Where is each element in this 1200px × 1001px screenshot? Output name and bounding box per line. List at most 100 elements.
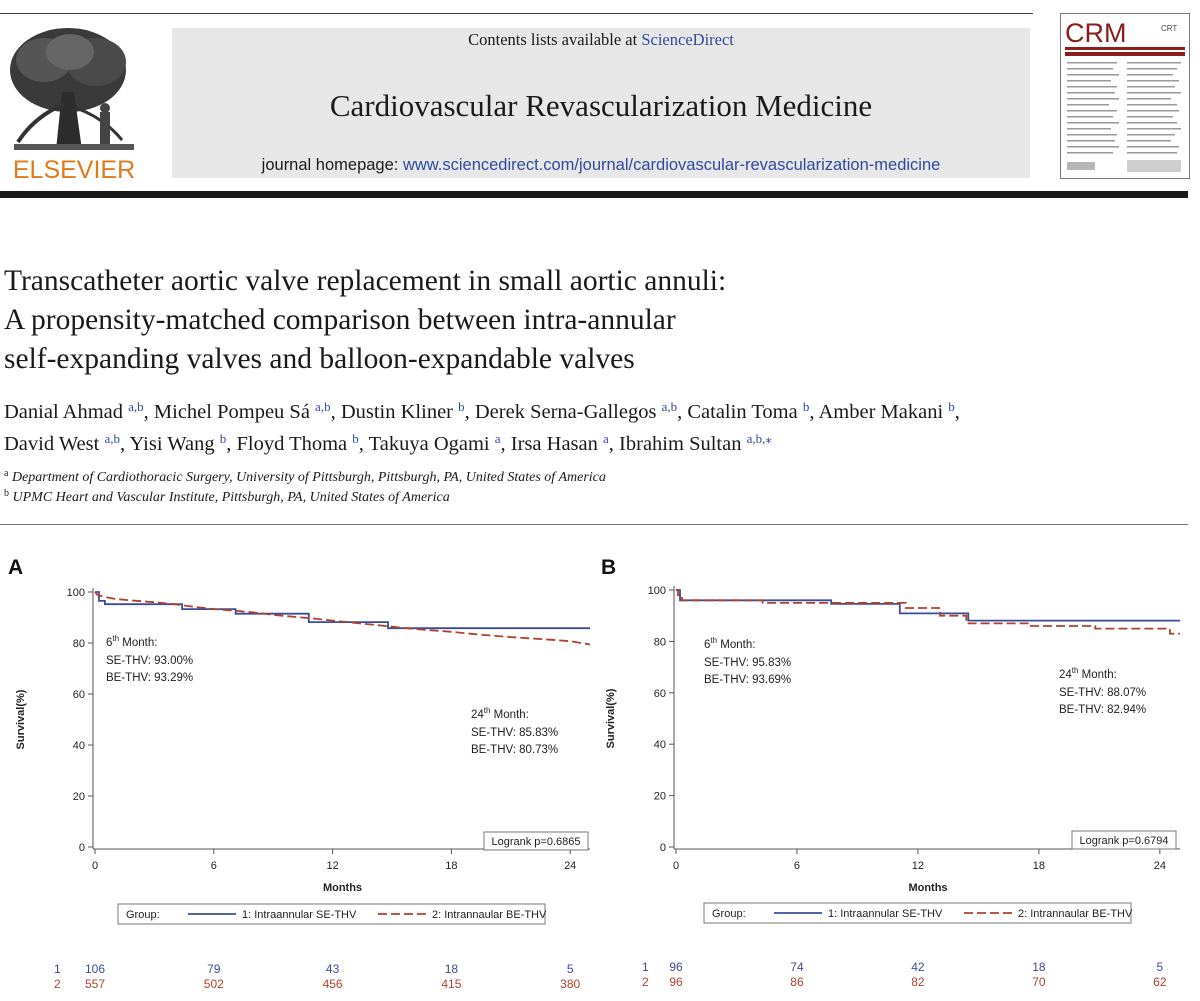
cover-crt-label: CRT xyxy=(1161,24,1177,33)
author-name[interactable]: Yisi Wang xyxy=(129,433,220,455)
author-separator: , xyxy=(358,433,369,455)
risk-table-cell: 79 xyxy=(207,962,221,976)
x-tick-label: 6 xyxy=(211,860,217,872)
author-affiliation-marker[interactable]: b xyxy=(219,431,227,446)
annotation-24th-month-title: 24th Month: xyxy=(1059,666,1117,681)
homepage-line: journal homepage: www.sciencedirect.com/… xyxy=(172,156,1030,175)
author-separator: , xyxy=(809,401,819,423)
header-bottom-rule xyxy=(0,191,1188,198)
annotation-24th-month-be: BE-THV: 82.94% xyxy=(1059,704,1146,716)
author-affiliation-marker[interactable]: a,b xyxy=(128,399,144,414)
panel-b-letter: B xyxy=(601,556,617,579)
author-name[interactable]: Catalin Toma xyxy=(687,401,803,423)
risk-row-label: 1 xyxy=(54,962,61,976)
author-name[interactable]: Takuya Ogami xyxy=(368,433,495,455)
author-name[interactable]: David West xyxy=(4,433,105,455)
y-tick-label: 20 xyxy=(654,791,666,803)
author-name[interactable]: Derek Serna-Gallegos xyxy=(474,401,662,423)
risk-table-cell: 42 xyxy=(911,960,925,974)
legend-label-se-thv: 1: Intraannular SE-THV xyxy=(242,909,357,921)
journal-cover-thumbnail[interactable]: CRM CRT xyxy=(1060,13,1190,179)
annotation-6th-month-title: 6th Month: xyxy=(704,636,755,651)
annotation-sup: th xyxy=(710,636,717,645)
annotation-number: 6 xyxy=(704,639,710,651)
author-affiliation-marker[interactable]: a xyxy=(494,431,501,446)
author-name[interactable]: Amber Makani xyxy=(818,401,949,423)
annotation-24th-month-title: 24th Month: xyxy=(471,706,529,721)
sciencedirect-link[interactable]: ScienceDirect xyxy=(641,30,734,49)
author-affiliation-marker[interactable]: a xyxy=(603,431,609,446)
author-affiliation-marker[interactable]: b xyxy=(352,431,359,446)
legend-label-se-thv: 1: Intraannular SE-THV xyxy=(828,908,943,920)
annotation-suffix: Month: xyxy=(717,639,755,651)
cover-crm-label: CRM xyxy=(1065,18,1127,48)
x-tick-label: 18 xyxy=(445,860,457,872)
annotation-sup: th xyxy=(112,634,119,643)
journal-name: Cardiovascular Revascularization Medicin… xyxy=(329,88,873,123)
author-separator: , xyxy=(677,401,688,423)
y-tick-label: 80 xyxy=(654,636,666,648)
title-line: self-expanding valves and balloon-expand… xyxy=(4,343,635,375)
affiliation-text: Department of Cardiothoracic Surgery, Un… xyxy=(11,470,606,485)
title-line: A propensity-matched comparison between … xyxy=(4,304,676,336)
annotation-suffix: Month: xyxy=(490,709,528,721)
x-tick-label: 24 xyxy=(564,860,576,872)
annotation-number: 24 xyxy=(471,709,484,721)
top-rule xyxy=(0,13,1033,14)
annotation-24th-month-se: SE-THV: 88.07% xyxy=(1059,687,1146,699)
annotation-suffix: Month: xyxy=(1078,669,1116,681)
risk-table-cell: 456 xyxy=(323,977,343,991)
risk-table-cell: 18 xyxy=(1032,960,1046,974)
legend-box xyxy=(703,902,1132,924)
y-tick-label: 60 xyxy=(73,689,85,701)
annotation-sup: th xyxy=(484,706,491,715)
risk-table-cell: 5 xyxy=(1156,960,1163,974)
annotation-6th-month-title: 6th Month: xyxy=(106,634,157,649)
risk-row-label: 1 xyxy=(642,960,649,974)
author-name[interactable]: Michel Pompeu Sá xyxy=(153,401,316,423)
section-rule xyxy=(0,524,1188,525)
risk-table-cell: 415 xyxy=(441,977,461,991)
author-separator: , xyxy=(330,401,341,423)
author-separator: , xyxy=(464,401,475,423)
panel-a-letter: A xyxy=(8,556,24,579)
author-affiliation-marker[interactable]: b xyxy=(948,399,955,414)
risk-table-cell: 96 xyxy=(669,975,683,989)
affiliation-text: UPMC Heart and Vascular Institute, Pitts… xyxy=(12,490,450,505)
author-affiliation-marker[interactable]: a,b xyxy=(315,399,331,414)
author-name[interactable]: Floyd Thoma xyxy=(236,433,353,455)
author-name[interactable]: Irsa Hasan xyxy=(510,433,604,455)
y-tick-label: 0 xyxy=(660,842,666,854)
series-se-thv-line xyxy=(676,589,1180,622)
author-affiliation-marker[interactable]: a,b xyxy=(661,399,678,414)
x-tick-label: 18 xyxy=(1033,860,1045,872)
author-affiliation-marker[interactable]: a,b,⁎ xyxy=(746,431,772,446)
homepage-label: journal homepage: xyxy=(261,156,403,174)
x-tick-label: 12 xyxy=(912,860,924,872)
author-name[interactable]: Ibrahim Sultan xyxy=(619,433,747,455)
risk-table-cell: 18 xyxy=(445,962,459,976)
affiliation-mark: b xyxy=(4,488,9,499)
affiliation-mark: a xyxy=(4,468,9,479)
y-tick-label: 60 xyxy=(654,688,666,700)
legend-title: Group: xyxy=(126,909,160,921)
risk-table-cell: 86 xyxy=(790,975,804,989)
annotation-24th-month-be: BE-THV: 80.73% xyxy=(471,744,558,756)
author-affiliation-marker[interactable]: b xyxy=(802,399,810,414)
risk-table-cell: 43 xyxy=(326,962,340,976)
author-affiliation-marker[interactable]: b xyxy=(458,399,465,414)
author-name[interactable]: Danial Ahmad xyxy=(4,401,129,423)
author-separator: , xyxy=(143,401,154,423)
risk-table-cell: 502 xyxy=(204,977,224,991)
author-list: Danial Ahmad a,b, Michel Pompeu Sá a,b, … xyxy=(4,396,1200,460)
series-se-thv-line xyxy=(95,591,590,630)
homepage-url-link[interactable]: www.sciencedirect.com/journal/cardiovasc… xyxy=(402,156,941,174)
annotation-6th-month-se: SE-THV: 95.83% xyxy=(704,657,791,669)
y-tick-label: 100 xyxy=(648,585,666,597)
author-name[interactable]: Dustin Kliner xyxy=(340,401,459,423)
logrank-box xyxy=(483,831,589,851)
author-separator: , xyxy=(226,433,237,455)
elsevier-logo[interactable]: ELSEVIER xyxy=(4,22,144,184)
risk-table-cell: 82 xyxy=(911,975,925,989)
author-affiliation-marker[interactable]: a,b xyxy=(104,431,120,446)
